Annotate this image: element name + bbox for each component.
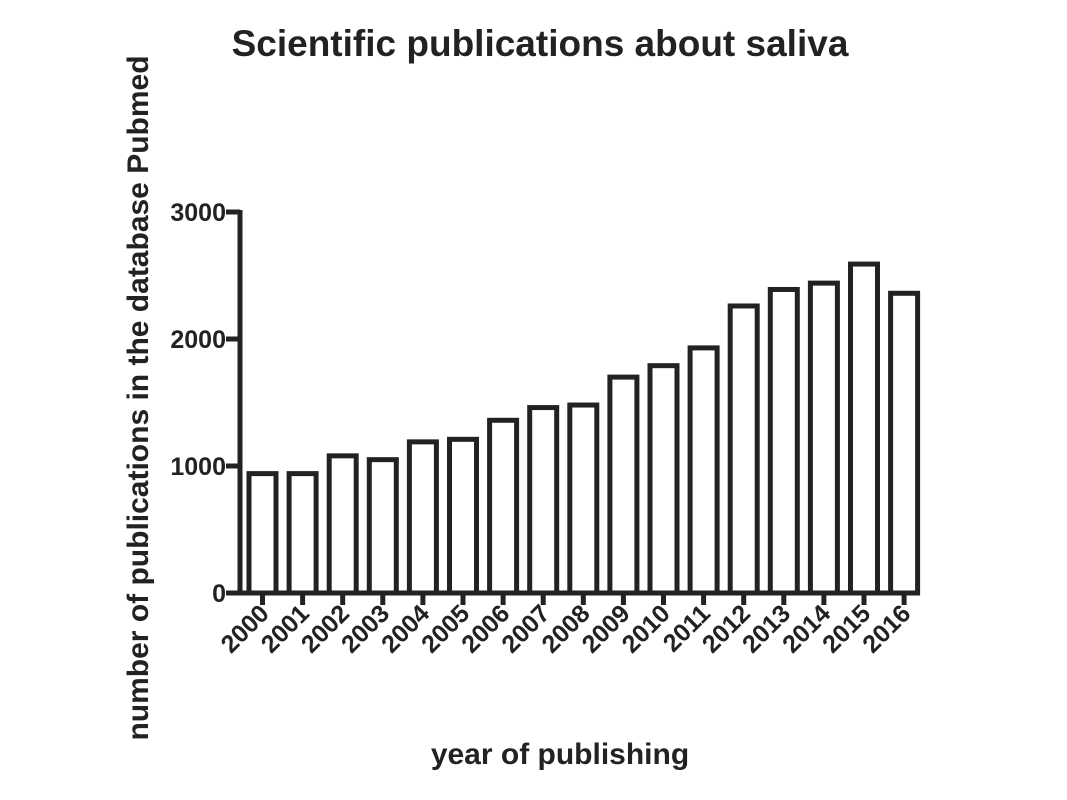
bar bbox=[406, 439, 439, 596]
chart-title: Scientific publications about saliva bbox=[232, 23, 849, 64]
y-tick-label: 2000 bbox=[170, 326, 226, 354]
y-tick-label: 3000 bbox=[170, 199, 226, 227]
bar bbox=[487, 417, 520, 596]
bar bbox=[326, 453, 359, 596]
bar bbox=[888, 290, 921, 596]
y-axis-ticks: 0 1000 2000 3000 bbox=[170, 199, 240, 608]
y-tick-label: 0 bbox=[212, 580, 226, 608]
bar bbox=[567, 402, 600, 596]
bar bbox=[286, 471, 319, 596]
bar bbox=[246, 471, 279, 596]
bar bbox=[607, 374, 640, 596]
x-axis-label: year of publishing bbox=[431, 738, 689, 771]
bar bbox=[807, 280, 840, 596]
bar bbox=[848, 261, 880, 596]
y-tick-label: 1000 bbox=[170, 453, 226, 481]
bar bbox=[727, 303, 760, 596]
x-axis-ticks: 2000200120022003200420052006200720082009… bbox=[216, 593, 916, 659]
bar bbox=[687, 345, 720, 596]
x-tick-label: 2016 bbox=[857, 599, 916, 658]
bars bbox=[246, 261, 921, 596]
bar bbox=[447, 436, 479, 596]
bar bbox=[366, 457, 399, 596]
bar bbox=[647, 363, 680, 596]
bar bbox=[527, 405, 560, 596]
y-axis-label: number of publications in the database P… bbox=[122, 55, 155, 740]
bar bbox=[767, 286, 800, 596]
